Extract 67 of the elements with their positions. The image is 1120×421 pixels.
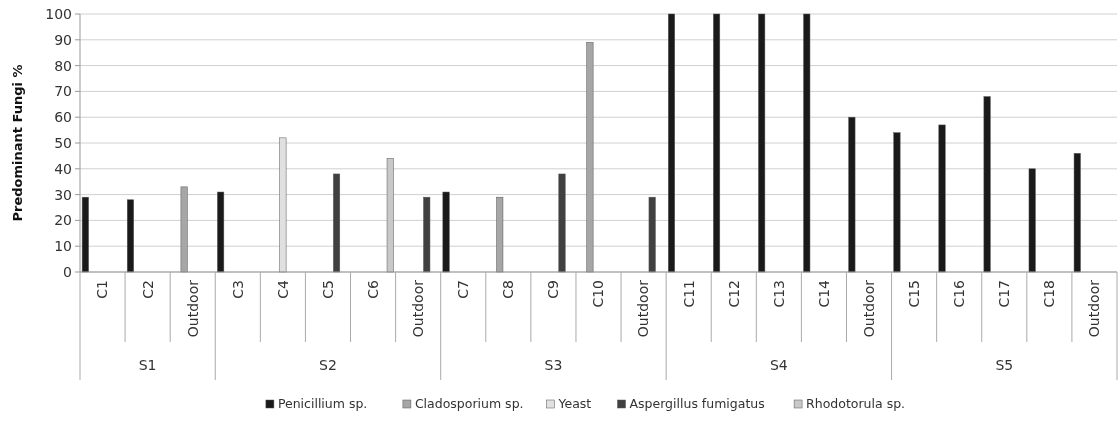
y-tick-label: 40 [54,160,72,177]
x-tick-label: C2 [139,280,156,299]
x-tick-label: C11 [680,280,697,308]
x-tick-label: Outdoor [860,279,877,338]
bar [648,196,656,273]
x-tick-label: Outdoor [410,279,427,338]
bar [1073,153,1081,273]
x-tick-label: C15 [906,280,923,308]
bar [333,173,341,273]
bar [983,96,991,273]
bar [558,173,566,273]
x-tick-label: Outdoor [635,279,652,338]
bar [1028,168,1036,273]
bar [81,196,89,273]
bar [938,124,946,273]
text: S1 [138,357,157,373]
x-tick-label: C13 [770,280,787,308]
legend-label: Penicillium sp. [277,396,368,411]
x-tick-label: C9 [545,280,562,299]
x-tick-label: C1 [94,280,111,299]
x-tick-label: Outdoor [184,279,201,338]
x-tick-label: C10 [590,280,607,308]
text: S3 [544,357,563,373]
bar [848,116,856,273]
bar [217,191,225,273]
y-tick-label: 70 [54,83,72,100]
bar [126,199,134,273]
bar [279,137,287,273]
bar [803,13,811,273]
bar [713,13,721,273]
x-tick-label: C3 [229,280,246,299]
bar [893,132,901,273]
x-tick-label: Outdoor [1086,279,1103,338]
bar [442,191,450,273]
x-tick-label: C14 [815,279,832,308]
y-tick-label: 10 [54,238,72,255]
x-tick-label: C16 [951,279,968,308]
text: S4 [769,357,788,373]
y-axis-title: Predominant Fungi % [10,64,25,222]
text: S5 [995,357,1014,373]
x-tick-label: C18 [1041,280,1058,308]
legend-label: Cladosporium sp. [414,396,524,411]
text: S2 [319,357,337,373]
x-tick-label: C7 [455,280,472,299]
x-tick-label: C4 [274,279,291,299]
y-tick-label: 0 [63,263,72,280]
legend-label: Yeast [557,396,592,411]
bar [496,196,504,273]
legend-label: Aspergillus fumigatus [629,396,765,411]
bar [758,13,766,273]
y-tick-label: 90 [54,31,72,48]
y-tick-label: 80 [54,57,72,74]
bar [423,196,431,273]
y-tick-label: 20 [54,212,72,229]
y-tick-label: 60 [54,109,72,126]
x-tick-label: C6 [364,279,381,299]
x-tick-label: C8 [500,280,517,299]
y-tick-label: 100 [45,5,72,22]
x-tick-label: C17 [996,280,1013,308]
y-tick-label: 50 [54,134,72,151]
x-tick-label: C12 [725,280,742,308]
bar [668,13,675,273]
bar [180,186,188,273]
legend-label: Rhodotorula sp. [806,396,906,411]
x-tick-label: C5 [319,280,336,299]
bar [586,42,594,273]
y-tick-label: 30 [54,186,72,203]
